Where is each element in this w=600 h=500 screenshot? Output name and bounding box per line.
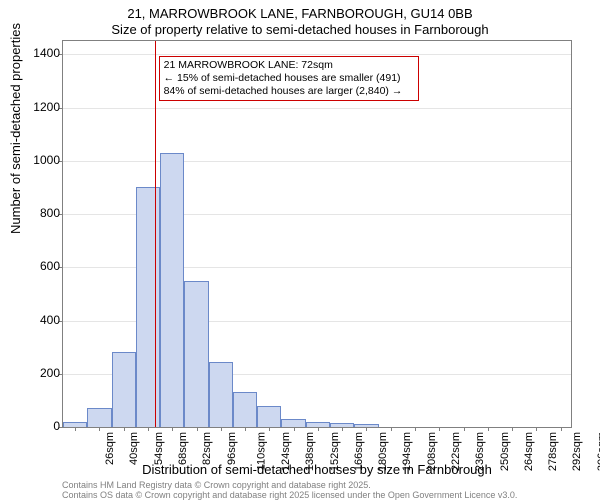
histogram-bar — [281, 419, 305, 427]
xtick-label: 264sqm — [523, 432, 535, 471]
histogram-bar — [233, 392, 257, 427]
footer-line2: Contains OS data © Crown copyright and d… — [62, 490, 517, 500]
xtick-mark — [124, 427, 125, 431]
annotation-line3: 84% of semi-detached houses are larger (… — [164, 85, 414, 98]
xtick-mark — [366, 427, 367, 431]
histogram-bar — [209, 362, 233, 427]
ytick-label: 400 — [40, 313, 60, 327]
histogram-bar — [257, 406, 281, 427]
xtick-label: 278sqm — [547, 432, 559, 471]
gridline — [63, 161, 571, 162]
xtick-label: 68sqm — [177, 432, 189, 465]
xtick-mark — [512, 427, 513, 431]
y-axis-label: Number of semi-detached properties — [8, 23, 23, 234]
xtick-mark — [75, 427, 76, 431]
reference-line — [155, 41, 156, 427]
histogram-bar — [136, 187, 160, 427]
xtick-mark — [197, 427, 198, 431]
chart-container: 21, MARROWBROOK LANE, FARNBOROUGH, GU14 … — [0, 0, 600, 500]
annotation-line1: 21 MARROWBROOK LANE: 72sqm — [164, 59, 414, 72]
xtick-label: 82sqm — [201, 432, 213, 465]
xtick-mark — [245, 427, 246, 431]
xtick-mark — [488, 427, 489, 431]
xtick-label: 26sqm — [104, 432, 116, 465]
xtick-mark — [148, 427, 149, 431]
footer-attribution: Contains HM Land Registry data © Crown c… — [62, 480, 517, 500]
xtick-label: 194sqm — [402, 432, 414, 471]
ytick-label: 1400 — [33, 46, 60, 60]
xtick-label: 138sqm — [304, 432, 316, 471]
histogram-bar — [160, 153, 184, 427]
histogram-bar — [87, 408, 111, 427]
annotation-box: 21 MARROWBROOK LANE: 72sqm← 15% of semi-… — [159, 56, 419, 101]
xtick-mark — [391, 427, 392, 431]
ytick-label: 600 — [40, 259, 60, 273]
ytick-label: 1000 — [33, 153, 60, 167]
xtick-mark — [342, 427, 343, 431]
xtick-label: 236sqm — [474, 432, 486, 471]
ytick-label: 1200 — [33, 100, 60, 114]
footer-line1: Contains HM Land Registry data © Crown c… — [62, 480, 517, 490]
xtick-label: 166sqm — [353, 432, 365, 471]
xtick-label: 250sqm — [499, 432, 511, 471]
xtick-mark — [221, 427, 222, 431]
plot-area: 21 MARROWBROOK LANE: 72sqm← 15% of semi-… — [62, 40, 572, 428]
xtick-label: 54sqm — [153, 432, 165, 465]
xtick-mark — [318, 427, 319, 431]
xtick-label: 292sqm — [571, 432, 583, 471]
xtick-mark — [464, 427, 465, 431]
xtick-mark — [99, 427, 100, 431]
chart-title-line2: Size of property relative to semi-detach… — [0, 22, 600, 37]
annotation-line2: ← 15% of semi-detached houses are smalle… — [164, 72, 414, 85]
histogram-bar — [184, 281, 208, 427]
xtick-label: 222sqm — [450, 432, 462, 471]
xtick-label: 180sqm — [377, 432, 389, 471]
xtick-label: 124sqm — [280, 432, 292, 471]
xtick-label: 40sqm — [128, 432, 140, 465]
xtick-mark — [172, 427, 173, 431]
xtick-label: 208sqm — [426, 432, 438, 471]
xtick-mark — [536, 427, 537, 431]
ytick-label: 200 — [40, 366, 60, 380]
ytick-label: 800 — [40, 206, 60, 220]
chart-title-line1: 21, MARROWBROOK LANE, FARNBOROUGH, GU14 … — [0, 6, 600, 21]
xtick-mark — [269, 427, 270, 431]
ytick-label: 0 — [53, 419, 60, 433]
xtick-label: 96sqm — [226, 432, 238, 465]
xtick-label: 152sqm — [329, 432, 341, 471]
xtick-label: 110sqm — [255, 432, 267, 470]
xtick-mark — [439, 427, 440, 431]
gridline — [63, 108, 571, 109]
xtick-mark — [415, 427, 416, 431]
xtick-label: 306sqm — [596, 432, 600, 471]
histogram-bar — [112, 352, 136, 427]
xtick-mark — [294, 427, 295, 431]
xtick-mark — [561, 427, 562, 431]
